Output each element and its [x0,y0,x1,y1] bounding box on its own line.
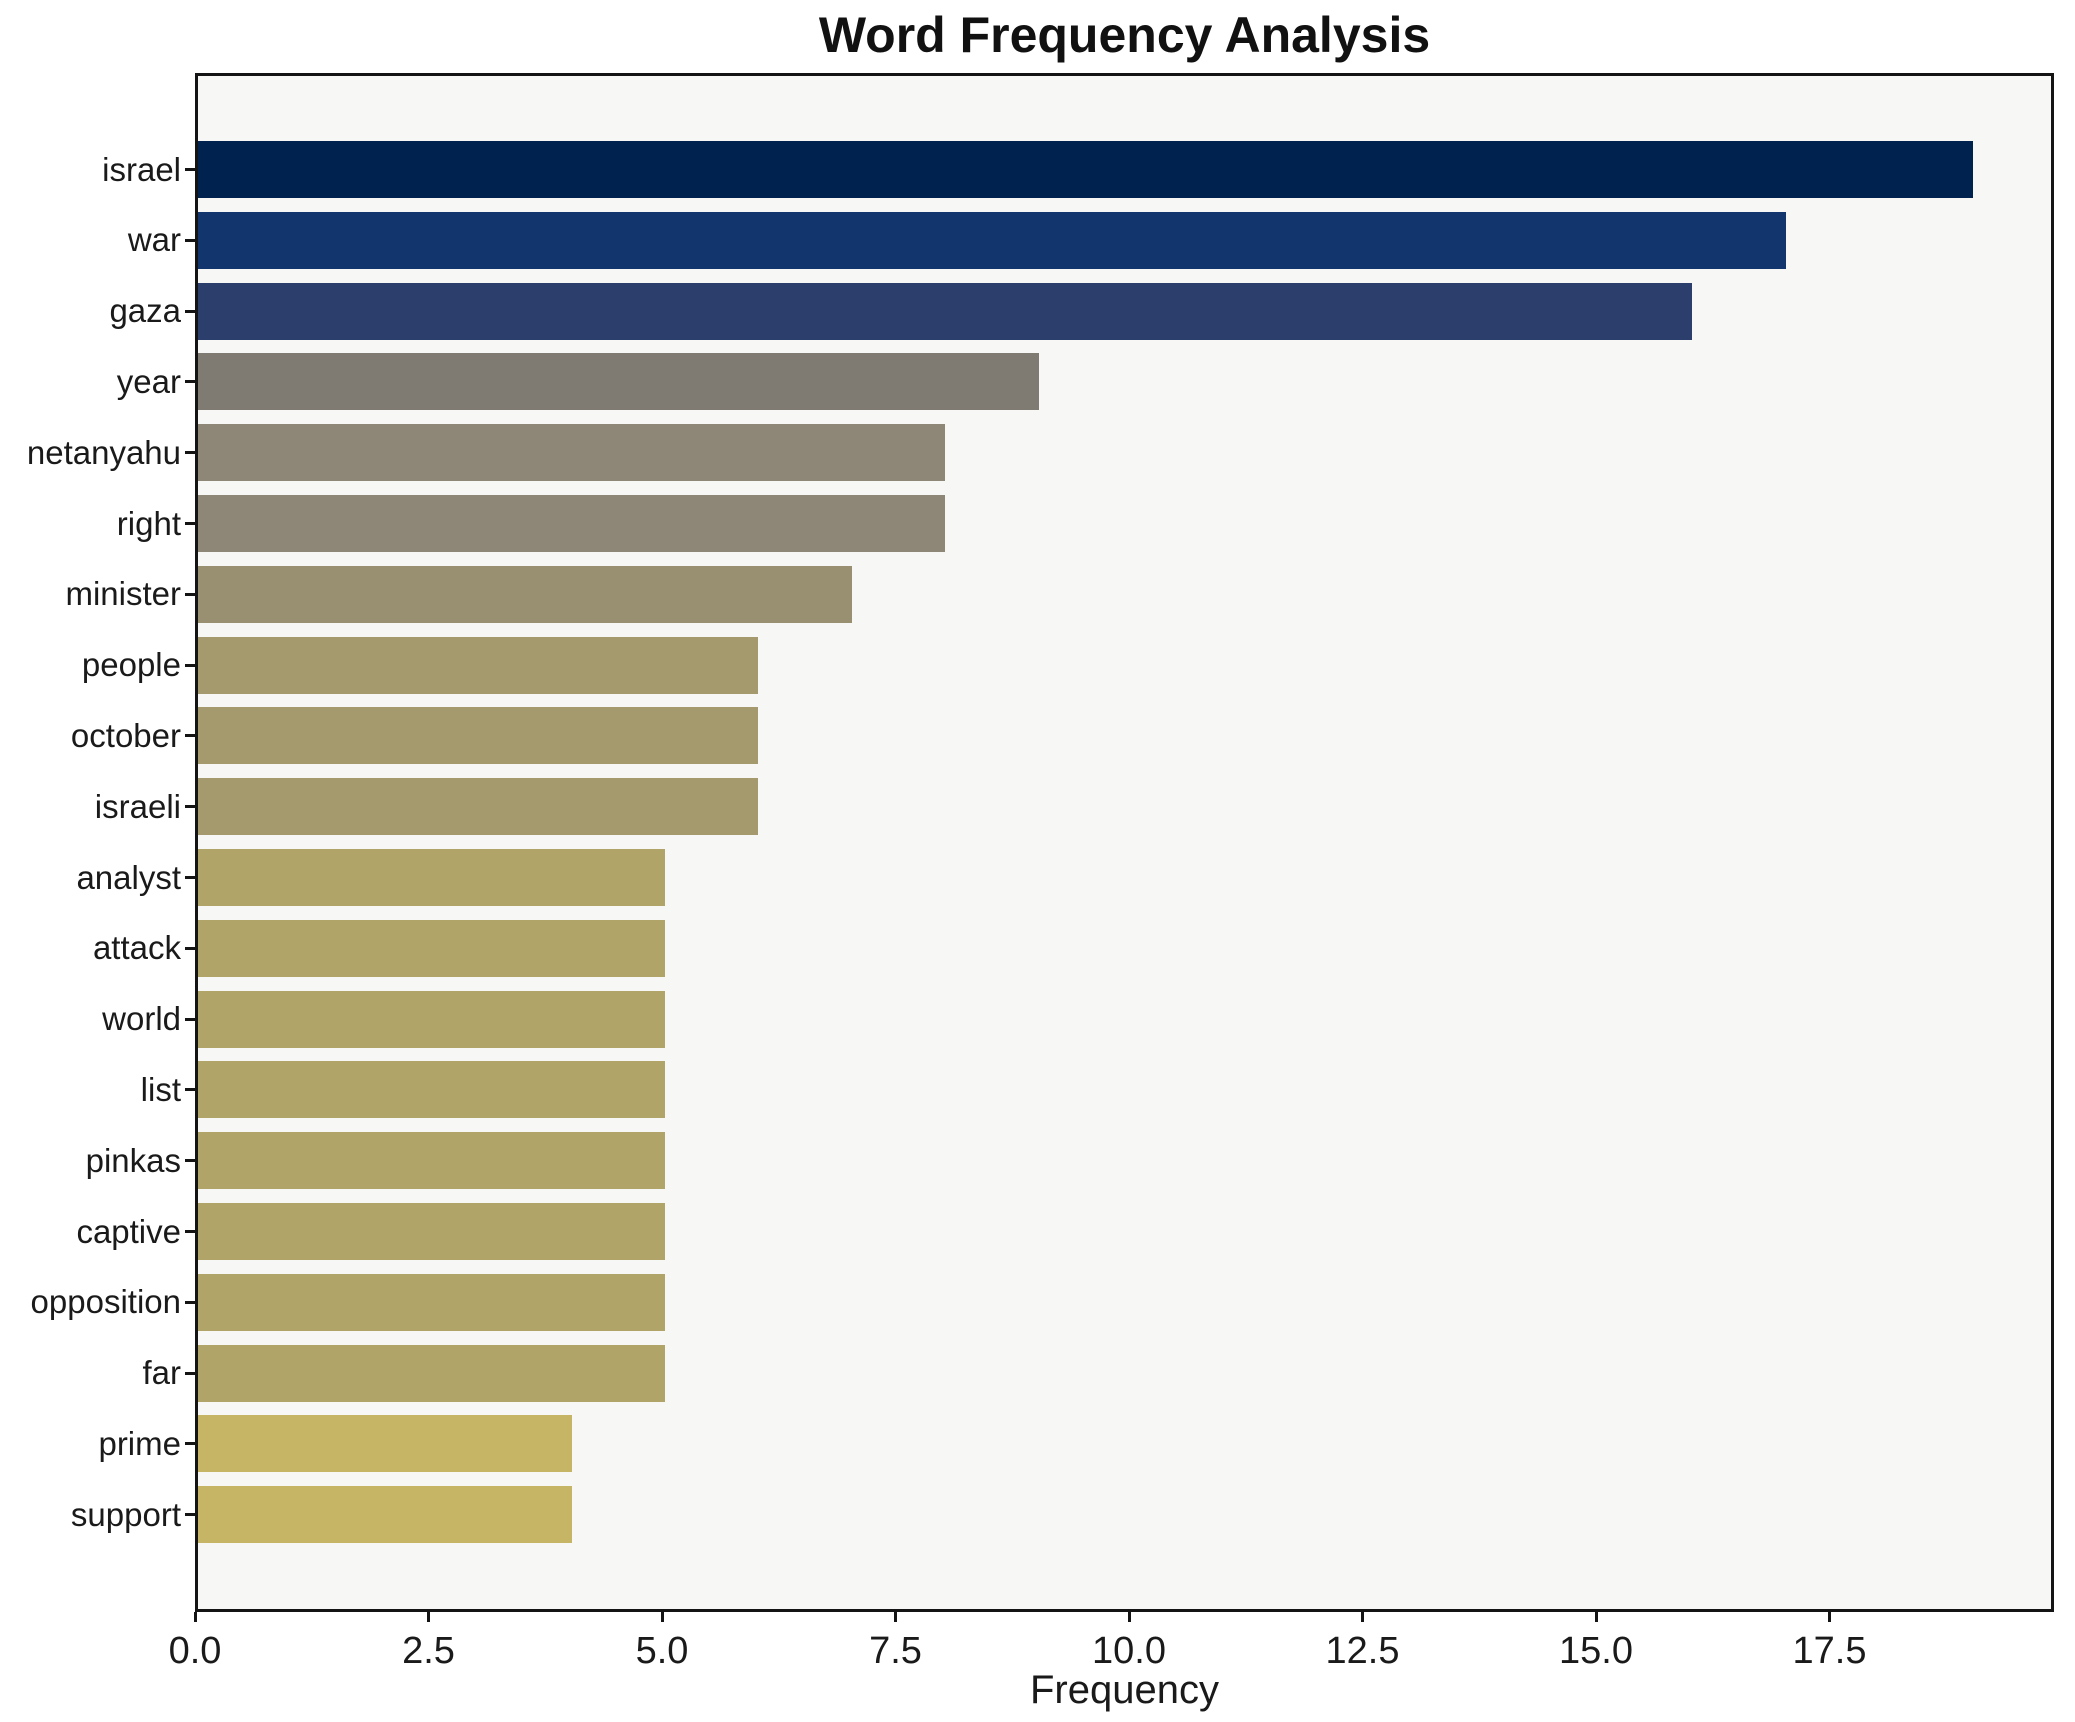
y-tick-mark [185,592,195,596]
y-tick-label-right: right [116,504,181,542]
y-tick-label-people: people [81,646,181,684]
x-tick-label-7.5: 7.5 [869,1630,922,1672]
y-tick-mark [185,805,195,809]
y-tick-mark [185,451,195,455]
x-tick-mark [1361,1612,1364,1622]
x-axis-title: Frequency [1030,1668,1219,1712]
bar-netanyahu [198,424,946,482]
bar-minister [198,565,852,623]
y-tick-label-gaza: gaza [109,292,181,330]
y-tick-label-minister: minister [65,575,181,613]
bar-israeli [198,778,759,836]
y-tick-label-captive: captive [76,1212,181,1250]
y-tick-mark [185,1513,195,1517]
y-tick-mark [185,1159,195,1163]
y-tick-label-pinkas: pinkas [85,1141,181,1179]
x-tick-mark [660,1612,664,1622]
y-tick-mark [185,1088,195,1092]
y-tick-label-year: year [116,362,181,400]
y-tick-label-list: list [140,1070,181,1108]
y-tick-label-opposition: opposition [30,1283,181,1321]
x-tick-mark [193,1612,197,1622]
bar-list [198,1061,665,1119]
y-tick-label-israeli: israeli [94,787,181,825]
bar-pinkas [198,1132,665,1190]
bar-israel [198,141,1973,198]
y-tick-mark [185,663,195,667]
y-tick-label-support: support [70,1495,181,1533]
bar-war [198,211,1786,269]
bar-opposition [198,1273,665,1331]
x-tick-label-17.5: 17.5 [1792,1630,1867,1672]
x-tick-label-10.0: 10.0 [1092,1630,1166,1672]
bar-people [198,636,759,694]
bar-attack [198,919,665,977]
y-tick-label-attack: attack [92,929,181,967]
bar-october [198,707,759,765]
x-tick-mark [894,1612,897,1622]
y-tick-label-netanyahu: netanyahu [26,433,181,471]
y-tick-mark [185,380,195,384]
bar-support [198,1486,572,1544]
y-tick-label-world: world [102,1000,181,1038]
y-tick-label-far: far [142,1354,181,1392]
y-tick-mark [185,238,195,242]
y-tick-mark [185,168,195,171]
y-tick-mark [185,522,195,525]
bar-captive [198,1203,665,1260]
y-tick-mark [185,876,195,879]
y-tick-label-october: october [70,716,181,754]
bar-year [198,353,1039,411]
y-tick-mark [185,1230,195,1233]
x-tick-mark [1594,1612,1598,1622]
bar-prime [198,1415,572,1473]
y-tick-label-analyst: analyst [76,858,181,896]
x-tick-mark [1127,1612,1131,1622]
bar-analyst [198,849,665,906]
x-tick-mark [427,1612,430,1622]
y-tick-mark [185,946,195,950]
x-tick-label-15.0: 15.0 [1559,1630,1633,1672]
x-tick-label-5.0: 5.0 [635,1630,689,1672]
y-tick-mark [185,1371,195,1375]
x-tick-label-12.5: 12.5 [1325,1630,1400,1672]
y-tick-mark [185,1442,195,1446]
y-tick-label-war: war [127,221,181,259]
x-tick-label-0.0: 0.0 [168,1630,222,1672]
bar-gaza [198,282,1693,340]
y-tick-mark [185,309,195,313]
y-tick-mark [185,734,195,738]
y-tick-mark [185,1300,195,1304]
x-tick-mark [1828,1612,1831,1622]
x-tick-label-2.5: 2.5 [402,1630,455,1672]
y-tick-label-prime: prime [98,1424,181,1462]
y-tick-label-israel: israel [102,150,181,188]
y-tick-mark [185,1017,195,1021]
chart-title: Word Frequency Analysis [818,7,1431,63]
bar-right [198,495,946,552]
bar-world [198,990,665,1048]
bar-far [198,1344,665,1402]
